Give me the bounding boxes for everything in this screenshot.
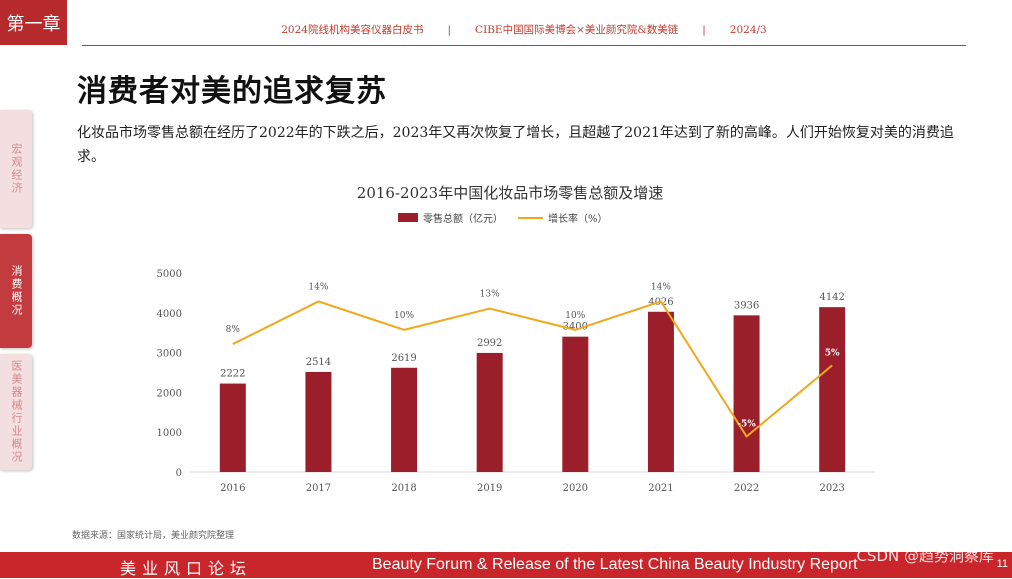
bar (733, 315, 760, 472)
bar (562, 336, 589, 472)
growth-rate-label: 13% (480, 290, 500, 300)
y-tick-label: 1000 (157, 428, 182, 439)
x-tick-label: 2017 (306, 483, 331, 494)
x-tick-label: 2023 (819, 483, 844, 494)
growth-rate-label: 5% (825, 348, 840, 358)
legend-label-line: 增长率（%） (548, 212, 608, 225)
header-separator: | (447, 23, 452, 36)
header-item-date: 2024/3 (729, 23, 767, 36)
header-item-report: 2024院线机构美容仪器白皮书 (281, 24, 424, 36)
growth-rate-label: 10% (565, 311, 585, 321)
x-tick-label: 2018 (391, 483, 416, 494)
header-item-organizers: CIBE中国国际美博会×美业颜究院&数美链 (475, 24, 679, 36)
side-nav-item-medical-device-industry[interactable]: 医美器械行业概况 (0, 354, 32, 470)
x-tick-label: 2022 (734, 483, 759, 494)
legend-swatch-bar (398, 213, 418, 222)
page-number: 11 (996, 558, 1008, 570)
growth-rate-label: 8% (226, 325, 241, 335)
bar-value-label: 2992 (477, 338, 502, 349)
bar-value-label: 2222 (220, 369, 245, 380)
footer-forum-name: 美业风口论坛 (120, 559, 253, 578)
header-bar: 2024院线机构美容仪器白皮书 | CIBE中国国际美博会×美业颜究院&数美链 … (82, 14, 966, 46)
x-tick-label: 2019 (477, 483, 502, 494)
bar (219, 383, 246, 472)
page-description: 化妆品市场零售总额在经历了2022年的下跌之后，2023年又再次恢复了增长，且超… (77, 125, 954, 165)
chart-svg: 零售总额（亿元） 增长率（%） 0 1000 2000 3000 4000 5000 2222 2… (157, 212, 875, 494)
bar-value-label: 4142 (819, 292, 844, 303)
y-tick-label: 3000 (157, 349, 182, 360)
bar-value-label: 3936 (734, 300, 759, 311)
growth-rate-label: 14% (308, 282, 328, 292)
bar-value-label: 3400 (563, 322, 588, 333)
side-nav-item-macro-economy[interactable]: 宏观经济 (0, 110, 32, 228)
chart-title: 2016-2023年中国化妆品市场零售总额及增速 (356, 184, 664, 202)
chart-container: 2016-2023年中国化妆品市场零售总额及增速 零售总额（亿元） 增长率（%） 0… (140, 175, 880, 505)
growth-rate-label: 14% (651, 282, 671, 292)
footer-bar: 美业风口论坛 Beauty Forum & Release of the Lat… (0, 552, 1012, 578)
growth-rate-label: -5% (737, 419, 756, 429)
side-nav-item-consumption-overview[interactable]: 消费概况 (0, 234, 32, 348)
source-note: 数据来源：国家统计局，美业颜究院整理 (72, 531, 235, 541)
y-tick-label: 2000 (157, 388, 182, 399)
bar-value-label: 2619 (391, 353, 416, 364)
growth-rate-line (232, 300, 833, 438)
chapter-tab[interactable]: 第一章 (0, 0, 67, 45)
growth-rate-label: 10% (394, 311, 414, 321)
bar (391, 367, 418, 472)
y-tick-label: 0 (176, 468, 182, 479)
x-tick-label: 2016 (220, 483, 245, 494)
legend-label-bar: 零售总额（亿元） (423, 212, 503, 225)
x-tick-label: 2020 (563, 483, 588, 494)
x-tick-label: 2021 (648, 483, 673, 494)
bar-value-label: 2514 (306, 357, 331, 368)
page-title: 消费者对美的追求复苏 (77, 74, 387, 109)
bar (305, 371, 332, 472)
bar (476, 352, 503, 472)
y-tick-label: 5000 (157, 269, 182, 280)
footer-english-title: Beauty Forum & Release of the Latest Chi… (372, 556, 858, 573)
watermark: CSDN @趋势洞察库 (856, 547, 994, 565)
header-separator: | (702, 23, 706, 36)
bar (819, 307, 846, 472)
bar (647, 311, 674, 472)
y-tick-label: 4000 (157, 309, 182, 320)
